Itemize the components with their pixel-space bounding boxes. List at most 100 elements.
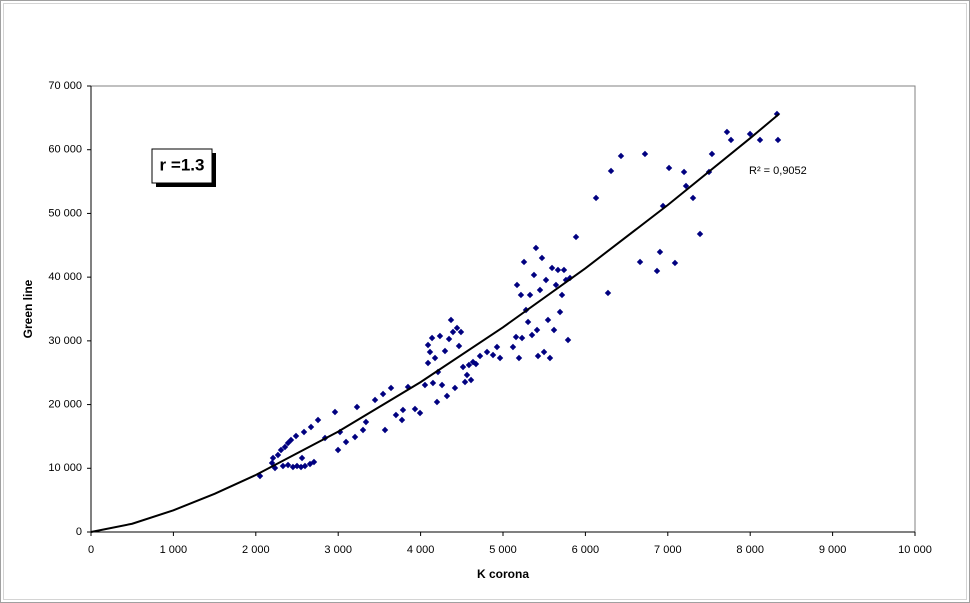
point [310, 458, 318, 466]
point [607, 167, 615, 175]
point [457, 328, 465, 336]
annotation-box [151, 148, 213, 184]
y-tick-label: 20 000 [48, 398, 82, 410]
point [445, 335, 453, 343]
point [727, 136, 735, 144]
point [572, 233, 580, 241]
point [476, 352, 484, 360]
x-tick-label: 1 000 [160, 544, 188, 556]
point [421, 381, 429, 389]
point [592, 194, 600, 202]
point [298, 454, 306, 462]
trendline [90, 113, 780, 533]
point [746, 130, 754, 138]
chart-inner-frame [3, 3, 967, 600]
point [617, 152, 625, 160]
point [538, 254, 546, 262]
annotation: r =1.3 [160, 155, 205, 174]
point [604, 289, 612, 297]
point [274, 451, 282, 459]
point [455, 342, 463, 350]
point [665, 164, 673, 172]
y-tick-label: 60 000 [48, 144, 82, 156]
point [489, 351, 497, 359]
x-tick-label: 3 000 [324, 544, 352, 556]
point [723, 128, 731, 136]
point [520, 258, 528, 266]
point [459, 363, 467, 371]
point [467, 376, 475, 384]
point [653, 267, 661, 275]
point [556, 308, 564, 316]
point [362, 418, 370, 426]
point [659, 202, 667, 210]
point [438, 381, 446, 389]
point [560, 266, 568, 274]
point [429, 379, 437, 387]
point [680, 168, 688, 176]
point [696, 230, 704, 238]
point [287, 436, 295, 444]
point [518, 334, 526, 342]
point [774, 136, 782, 144]
point [342, 438, 350, 446]
point [392, 411, 400, 419]
point [554, 266, 562, 274]
x-tick-label: 8 000 [736, 544, 764, 556]
point [544, 316, 552, 324]
point [542, 276, 550, 284]
point [426, 348, 434, 356]
point [552, 281, 560, 289]
point [534, 352, 542, 360]
point [279, 462, 287, 470]
point [548, 264, 556, 272]
point [331, 408, 339, 416]
point [512, 333, 520, 341]
point [292, 432, 300, 440]
point [517, 291, 525, 299]
y-tick-label: 0 [76, 526, 82, 538]
x-tick-label: 9 000 [819, 544, 847, 556]
point [398, 416, 406, 424]
point [449, 328, 457, 336]
point [424, 341, 432, 349]
point [453, 324, 461, 332]
y-tick-label: 30 000 [48, 335, 82, 347]
y-axis-title: Green line [21, 279, 35, 338]
point [436, 332, 444, 340]
y-tick-label: 70 000 [48, 80, 82, 92]
trendline-label: R² = 0,9052 [749, 165, 807, 177]
point [641, 150, 649, 158]
point [433, 398, 441, 406]
point [530, 271, 538, 279]
point [281, 443, 289, 451]
x-axis-title: K corona [477, 567, 529, 581]
point [656, 248, 664, 256]
point [451, 384, 459, 392]
y-tick-label: 40 000 [48, 271, 82, 283]
point [546, 354, 554, 362]
point [526, 291, 534, 299]
point [532, 244, 540, 252]
point [277, 446, 285, 454]
point [773, 110, 781, 118]
point [528, 331, 536, 339]
x-tick-label: 10 000 [898, 544, 932, 556]
y-tick-label: 10 000 [48, 462, 82, 474]
point [443, 392, 451, 400]
point [300, 428, 308, 436]
point [314, 416, 322, 424]
point [428, 334, 436, 342]
point [472, 360, 480, 368]
point [708, 150, 716, 158]
point [381, 426, 389, 434]
x-tick-label: 0 [88, 544, 94, 556]
point [353, 403, 361, 411]
point [431, 354, 439, 362]
point [509, 343, 517, 351]
point [671, 259, 679, 267]
x-tick-label: 5 000 [489, 544, 517, 556]
point [424, 359, 432, 367]
